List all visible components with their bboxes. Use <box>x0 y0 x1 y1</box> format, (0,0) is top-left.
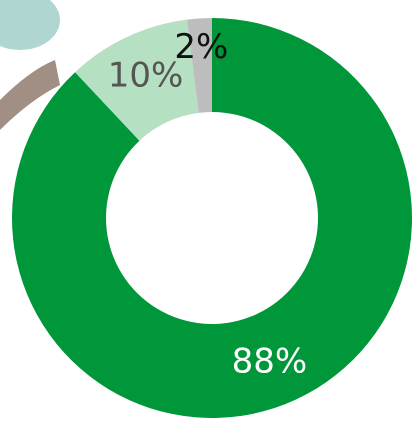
donut-slice <box>75 19 199 141</box>
data-label: 88% <box>232 342 308 382</box>
data-label: 10% <box>108 55 184 95</box>
donut-slice <box>186 18 212 113</box>
data-label: 2% <box>174 27 228 67</box>
donut-slice <box>11 18 412 419</box>
decorative-illustration <box>0 0 60 130</box>
